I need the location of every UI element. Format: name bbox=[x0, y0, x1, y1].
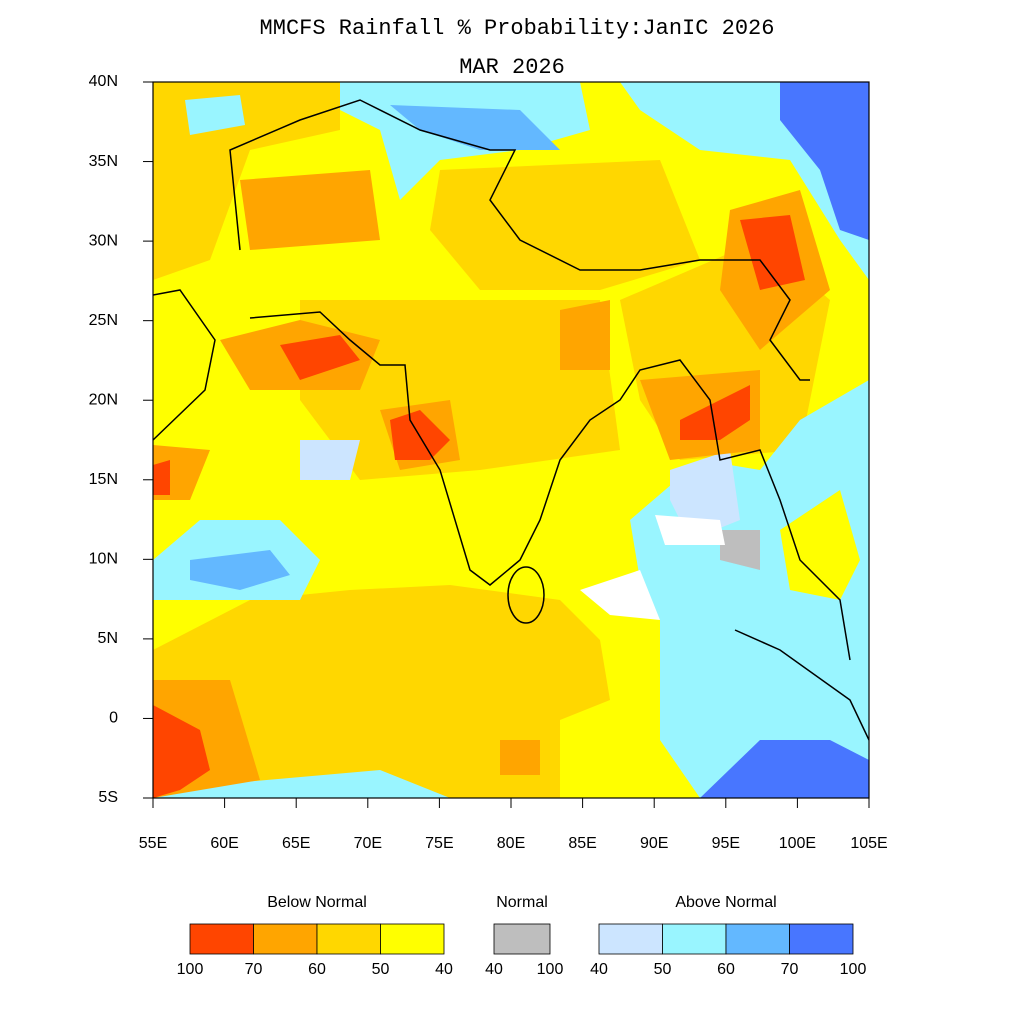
legend-bound: 70 bbox=[245, 961, 263, 978]
legend-bound: 60 bbox=[308, 961, 326, 978]
x-tick-label: 55E bbox=[139, 835, 167, 852]
x-tick-label: 100E bbox=[779, 835, 816, 852]
legend-swatch bbox=[253, 923, 318, 955]
legend-swatch bbox=[380, 923, 445, 955]
legend-title: Below Normal bbox=[267, 894, 367, 911]
x-tick-label: 60E bbox=[210, 835, 238, 852]
legend-swatch bbox=[493, 923, 551, 955]
legend-bound: 40 bbox=[435, 961, 453, 978]
legend-title: Normal bbox=[496, 894, 548, 911]
title: MMCFS Rainfall % Probability:JanIC 2026 bbox=[260, 16, 775, 41]
legend-bound: 40 bbox=[590, 961, 608, 978]
y-tick-label: 5N bbox=[98, 630, 118, 647]
y-tick-label: 5S bbox=[98, 789, 118, 806]
x-tick-label: 105E bbox=[850, 835, 887, 852]
legend-swatch bbox=[316, 923, 381, 955]
legend-bound: 40 bbox=[485, 961, 503, 978]
legend-swatch bbox=[598, 923, 663, 955]
x-tick-label: 95E bbox=[712, 835, 740, 852]
y-tick-label: 0 bbox=[109, 710, 118, 727]
legend-bound: 50 bbox=[372, 961, 390, 978]
legend-swatch bbox=[189, 923, 254, 955]
y-tick-label: 20N bbox=[89, 391, 118, 408]
legend-bound: 100 bbox=[177, 961, 204, 978]
legend-swatch bbox=[725, 923, 790, 955]
x-tick-label: 90E bbox=[640, 835, 668, 852]
y-tick-label: 15N bbox=[89, 471, 118, 488]
legend-bound: 70 bbox=[781, 961, 799, 978]
y-tick-label: 30N bbox=[89, 232, 118, 249]
x-tick-label: 75E bbox=[425, 835, 453, 852]
legend-bound: 50 bbox=[654, 961, 672, 978]
legend-title: Above Normal bbox=[675, 894, 776, 911]
legend-swatch bbox=[789, 923, 854, 955]
y-tick-label: 35N bbox=[89, 153, 118, 170]
legend-bound: 100 bbox=[840, 961, 867, 978]
y-tick-label: 40N bbox=[89, 73, 118, 90]
y-tick-label: 25N bbox=[89, 312, 118, 329]
legend-swatch bbox=[662, 923, 727, 955]
legend-bound: 100 bbox=[537, 961, 564, 978]
map bbox=[153, 82, 869, 798]
x-tick-label: 70E bbox=[354, 835, 382, 852]
x-tick-label: 80E bbox=[497, 835, 525, 852]
y-tick-label: 10N bbox=[89, 551, 118, 568]
x-tick-label: 85E bbox=[568, 835, 596, 852]
legend-bound: 60 bbox=[717, 961, 735, 978]
subtitle: MAR 2026 bbox=[459, 55, 565, 80]
x-tick-label: 65E bbox=[282, 835, 310, 852]
